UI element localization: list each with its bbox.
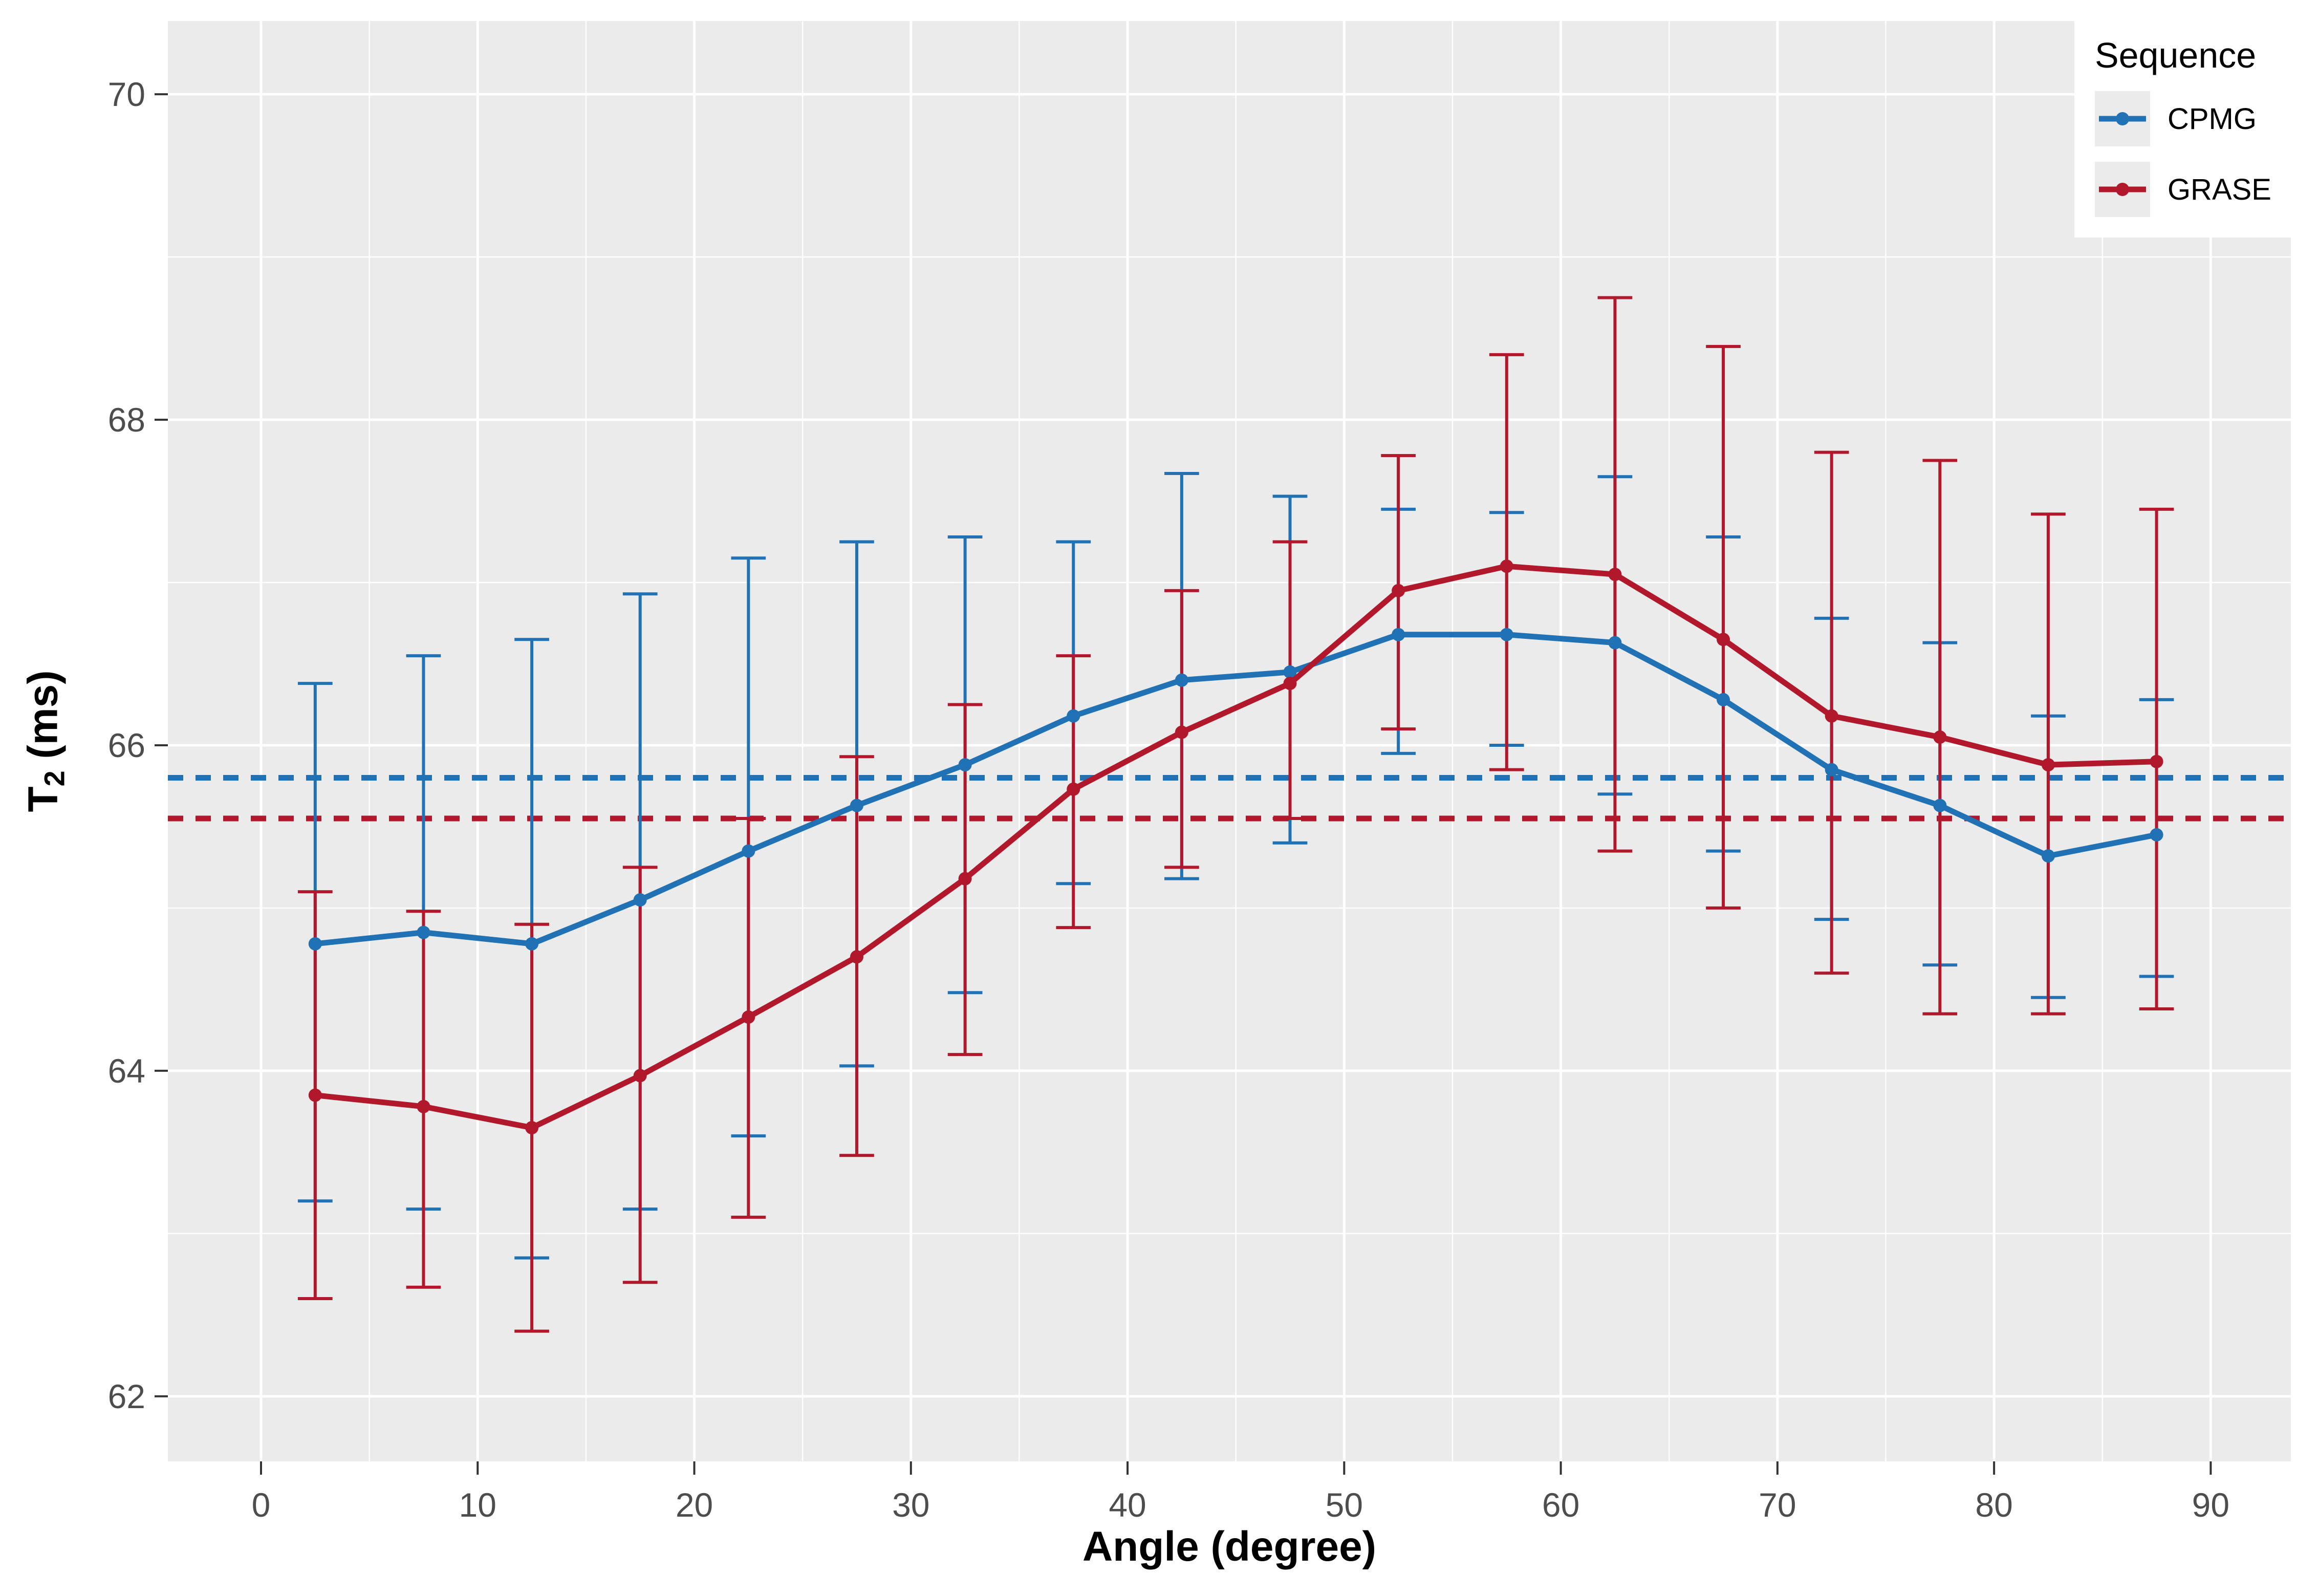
legend-label-cpmg: CPMG [2167, 102, 2257, 136]
grid-minor [168, 21, 2291, 1461]
y-axis-title-main: T [19, 786, 67, 812]
svg-text:68: 68 [108, 401, 145, 439]
legend-entry-grase: GRASE [2094, 162, 2271, 217]
x-axis-tick-labels: 0 10 20 30 40 50 60 70 80 90 [252, 1486, 2229, 1524]
legend-label-grase: GRASE [2167, 172, 2271, 206]
grid-major [168, 21, 2291, 1461]
legend-key-cpmg [2094, 91, 2150, 146]
y-axis-title: T2 (ms) [19, 670, 71, 812]
series-grase [308, 559, 2163, 1135]
y-axis-title-sub: 2 [38, 770, 71, 787]
svg-text:60: 60 [1542, 1486, 1579, 1524]
x-axis-title: Angle (degree) [1082, 1523, 1377, 1570]
svg-text:10: 10 [459, 1486, 496, 1524]
svg-text:70: 70 [1759, 1486, 1796, 1524]
legend: Sequence CPMG GRASE [2074, 20, 2294, 238]
svg-text:90: 90 [2192, 1486, 2229, 1524]
y-axis-title-unit: (ms) [19, 670, 67, 771]
svg-text:64: 64 [108, 1052, 145, 1090]
svg-text:66: 66 [108, 726, 145, 764]
reference-hlines [168, 775, 2291, 822]
errorbars-grase [297, 296, 2174, 1333]
legend-title: Sequence [2094, 35, 2257, 75]
svg-text:62: 62 [108, 1377, 145, 1415]
legend-entries: CPMG GRASE [2094, 91, 2271, 217]
series-cpmg [308, 628, 2163, 951]
svg-text:40: 40 [1109, 1486, 1146, 1524]
panel-background [168, 21, 2291, 1461]
svg-text:80: 80 [1975, 1486, 2012, 1524]
svg-text:20: 20 [676, 1486, 713, 1524]
legend-entry-cpmg: CPMG [2094, 91, 2271, 146]
svg-text:50: 50 [1326, 1486, 1363, 1524]
legend-key-grase [2094, 162, 2150, 217]
y-axis-tick-labels: 62 64 66 68 70 [108, 75, 145, 1415]
axis-tick-marks [155, 93, 2212, 1475]
svg-text:30: 30 [892, 1486, 929, 1524]
svg-text:0: 0 [252, 1486, 271, 1524]
svg-text:70: 70 [108, 75, 145, 113]
